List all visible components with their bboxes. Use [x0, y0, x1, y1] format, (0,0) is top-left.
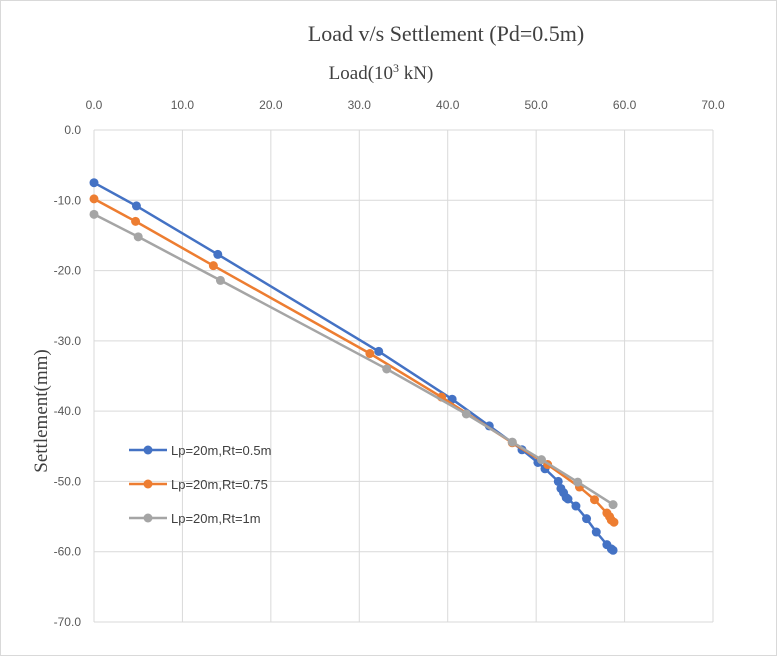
legend-label: Lp=20m,Rt=1m [171, 511, 261, 526]
y-tick-label: -50.0 [54, 474, 82, 488]
data-point [382, 364, 392, 374]
y-tick-label: -30.0 [54, 334, 82, 348]
legend-marker [143, 479, 153, 489]
x-tick-label: 70.0 [701, 98, 725, 112]
data-point [507, 437, 517, 447]
y-tick-label: -60.0 [54, 545, 82, 559]
legend-marker [143, 513, 153, 523]
y-tick-label: -70.0 [54, 615, 82, 629]
data-point [608, 500, 618, 510]
x-axis-title-suffix: kN) [399, 63, 433, 84]
y-axis-title: Settlement(mm) [31, 349, 52, 472]
x-tick-label: 60.0 [613, 98, 637, 112]
x-tick-label: 0.0 [86, 98, 103, 112]
data-point [590, 495, 600, 505]
data-point [571, 501, 581, 511]
legend-item: Lp=20m,Rt=0.75 [129, 477, 268, 492]
data-point [582, 514, 592, 524]
data-point [591, 527, 601, 537]
data-point [374, 346, 384, 356]
data-point [608, 545, 618, 555]
y-tick-label: 0.0 [64, 123, 81, 137]
data-point [213, 249, 223, 259]
legend-label: Lp=20m,Rt=0.75 [171, 477, 268, 492]
x-tick-label: 40.0 [436, 98, 460, 112]
x-tick-label: 20.0 [259, 98, 283, 112]
data-point [89, 209, 99, 219]
x-tick-label: 30.0 [348, 98, 372, 112]
x-axis-title-prefix: Load(10 [329, 63, 393, 84]
data-point [215, 275, 225, 285]
y-tick-label: -10.0 [54, 193, 82, 207]
x-axis-title-exponent: 3 [393, 61, 399, 75]
legend-item: Lp=20m,Rt=0.5m [129, 443, 271, 458]
series-1 [89, 178, 618, 555]
x-tick-label: 50.0 [524, 98, 548, 112]
data-point [133, 232, 143, 242]
x-tick-label: 10.0 [171, 98, 195, 112]
y-tick-label: -40.0 [54, 404, 82, 418]
data-point [573, 477, 583, 487]
series-2 [89, 194, 619, 527]
data-point [208, 261, 218, 271]
data-point [89, 194, 99, 204]
data-point [89, 178, 99, 188]
data-point [609, 517, 619, 527]
data-point [365, 349, 375, 359]
data-point [563, 494, 573, 504]
x-axis-title: Load(103 kN) [329, 61, 434, 84]
legend-marker [143, 445, 153, 455]
data-point [536, 455, 546, 465]
data-point [553, 476, 563, 486]
legend-item: Lp=20m,Rt=1m [129, 511, 261, 526]
series-3 [89, 209, 618, 510]
data-point [131, 201, 141, 211]
data-point [131, 216, 141, 226]
series-line [93, 181, 614, 552]
legend-label: Lp=20m,Rt=0.5m [171, 443, 271, 458]
y-tick-label: -20.0 [54, 264, 82, 278]
data-point [461, 409, 471, 419]
chart-title: Load v/s Settlement (Pd=0.5m) [308, 21, 584, 46]
